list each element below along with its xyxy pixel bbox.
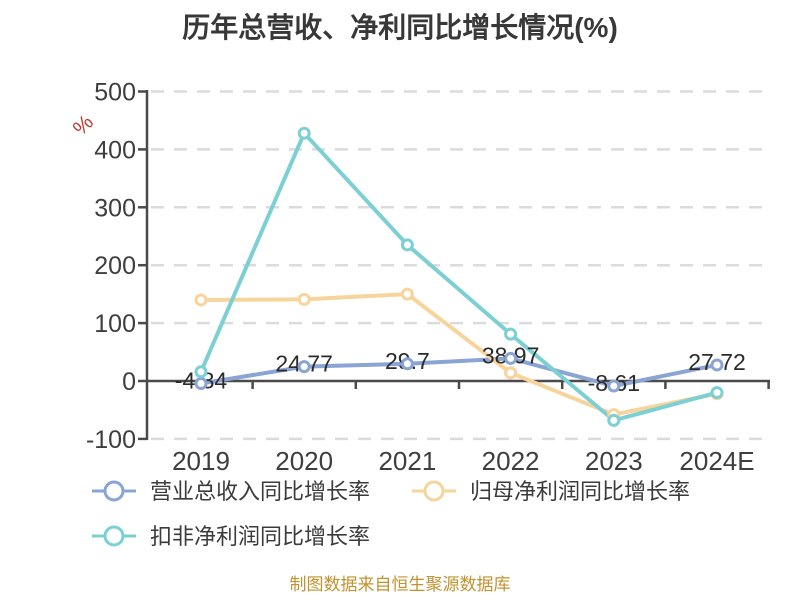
data-point-marker-1-2 (400, 287, 414, 301)
axes: 500 400 300 200 100 0 -100 2019 2020 2021 2022 2023… (86, 79, 770, 476)
data-point-marker-2-2 (400, 238, 414, 252)
footer-note: 制图数据来自恒生聚源数据库 (290, 575, 511, 594)
data-point-marker-0-4 (607, 379, 621, 393)
y-tick-label: 0 (122, 368, 136, 396)
series-lines (199, 131, 719, 423)
legend-item-2[interactable]: 扣非净利润同比增长率 (92, 524, 370, 549)
data-point-marker-1-3 (504, 366, 518, 380)
data-point-marker-2-0 (194, 365, 208, 379)
y-tick-label: 300 (94, 194, 136, 222)
data-point-marker-2-3 (504, 327, 518, 341)
data-point-marker-2-4 (607, 413, 621, 427)
legend-marker-icon (103, 480, 125, 502)
y-tick-label: 200 (94, 252, 136, 280)
data-point-marker-0-5 (710, 358, 724, 372)
gridlines (151, 90, 768, 441)
legend-item-1[interactable]: 归母净利润同比增长率 (412, 479, 690, 504)
data-point-marker-0-0 (194, 377, 208, 391)
data-point-marker-2-5 (710, 386, 724, 400)
x-category-label-2024E: 2024E (679, 446, 754, 476)
point-labels: -4.3424.7729.738.97-8.6127.72 (175, 342, 746, 396)
data-point-marker-0-2 (400, 357, 414, 371)
x-category-label-2022: 2022 (482, 446, 540, 476)
legend-label: 归母净利润同比增长率 (470, 479, 690, 504)
series-line-0 (199, 356, 719, 388)
legend-marker-icon (103, 525, 125, 547)
data-point-markers (194, 126, 724, 427)
y-tick-label: 400 (94, 136, 136, 164)
legend-marker-icon (423, 480, 445, 502)
series-line-2 (199, 131, 719, 423)
x-category-label-2019: 2019 (172, 446, 230, 476)
y-tick-label: 500 (94, 79, 136, 107)
legend-item-0[interactable]: 营业总收入同比增长率 (92, 479, 370, 504)
data-point-marker-0-1 (297, 360, 311, 374)
x-category-label-2023: 2023 (585, 446, 643, 476)
legend-label: 营业总收入同比增长率 (150, 479, 370, 504)
data-point-marker-0-3 (504, 351, 518, 365)
series-line-1 (199, 292, 719, 417)
legend-label: 扣非净利润同比增长率 (150, 524, 370, 549)
x-category-label-2020: 2020 (275, 446, 333, 476)
data-point-marker-2-1 (297, 126, 311, 140)
y-tick-label: 100 (94, 310, 136, 338)
data-point-marker-1-0 (194, 293, 208, 307)
y-tick-label: -100 (86, 426, 136, 454)
x-category-label-2021: 2021 (378, 446, 436, 476)
data-point-marker-1-1 (297, 292, 311, 306)
chart-title: 历年总营收、净利同比增长情况(%) (182, 11, 618, 43)
